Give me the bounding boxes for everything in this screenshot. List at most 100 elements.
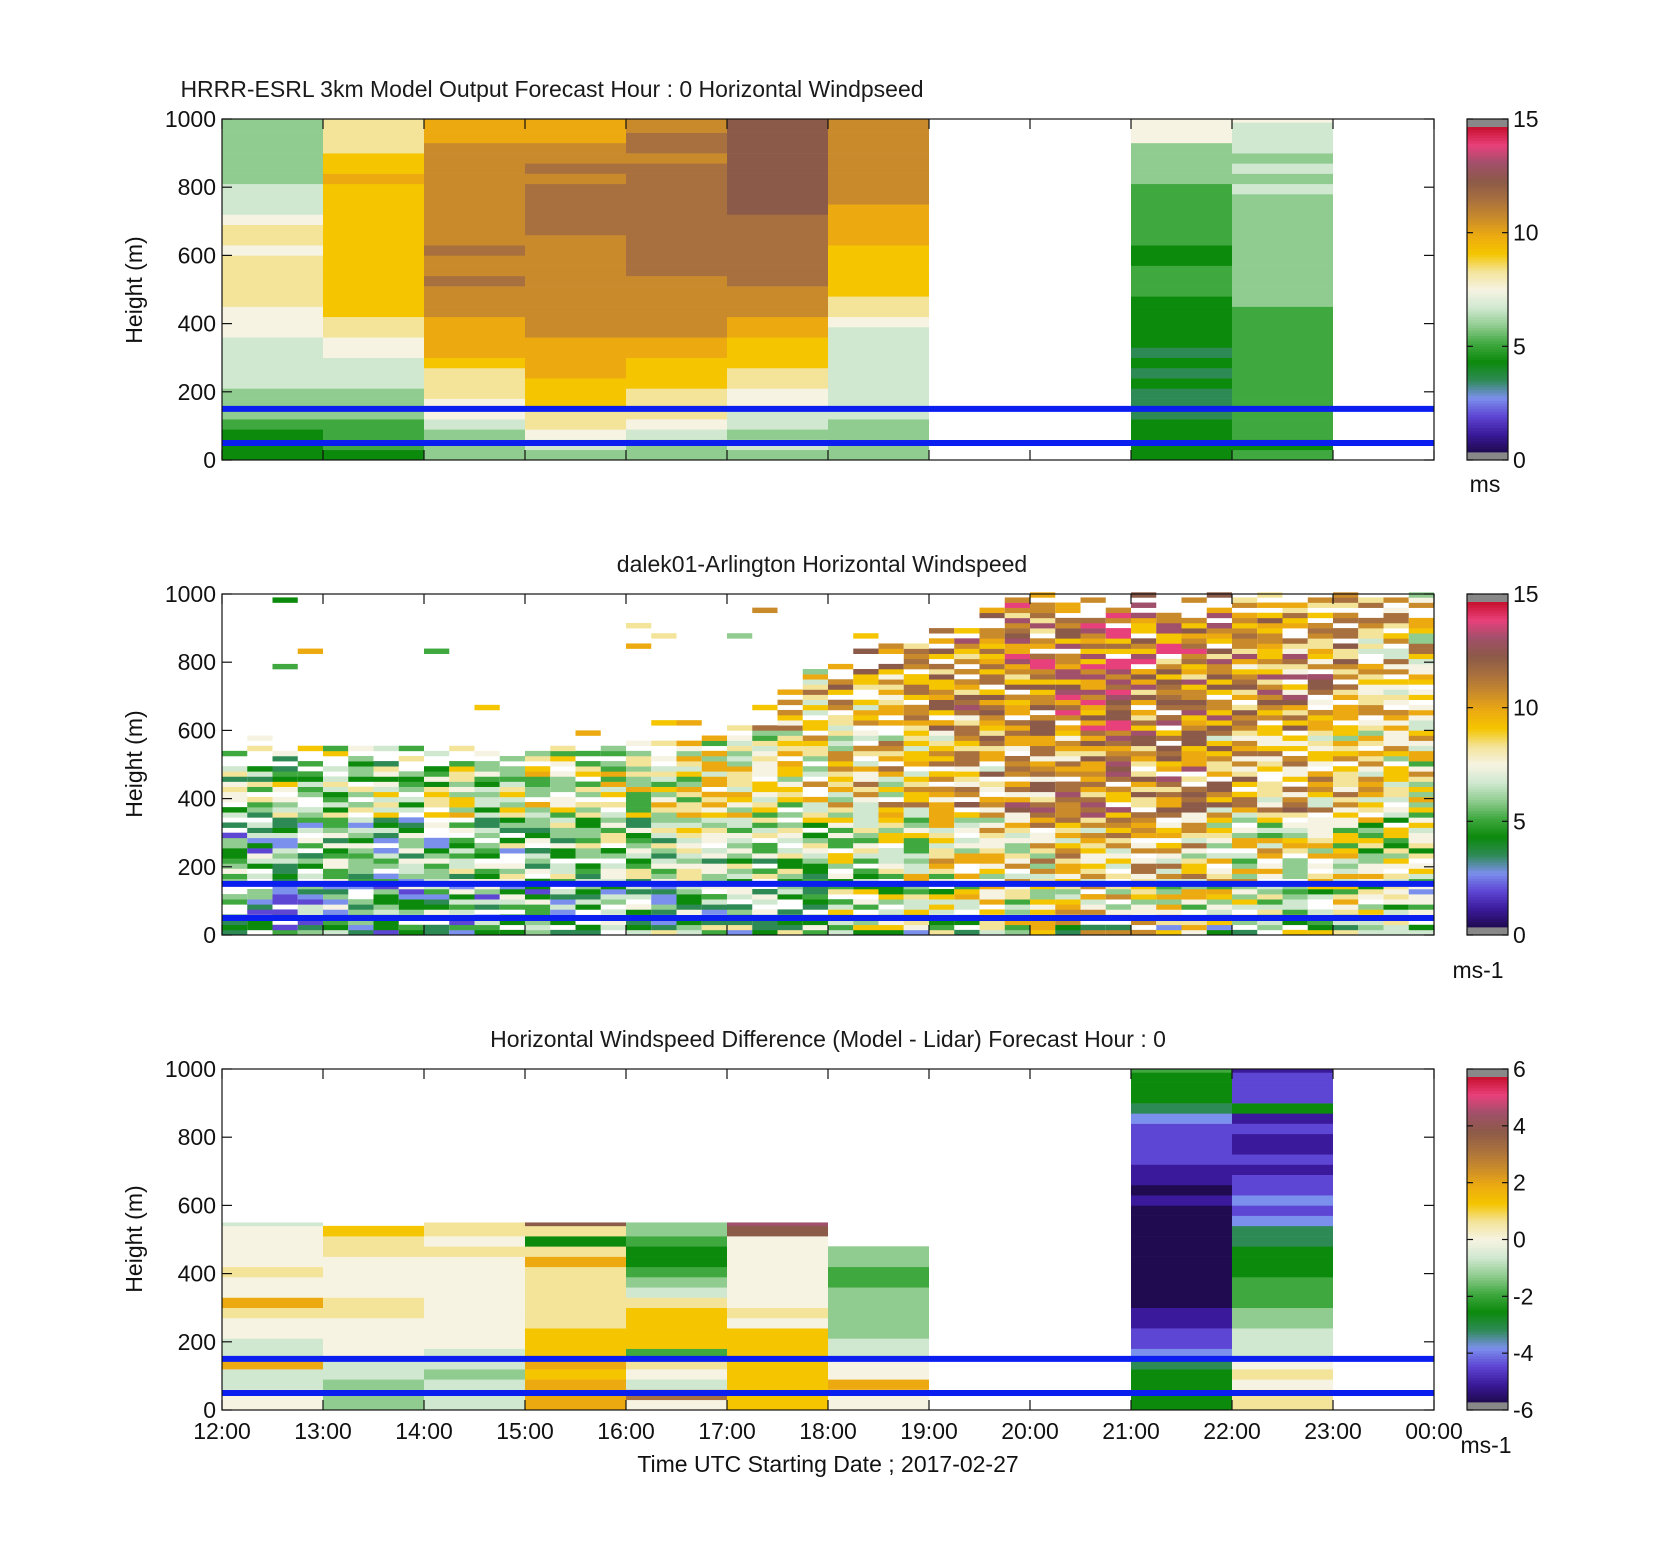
- heatmap-cell: [1055, 607, 1081, 614]
- colorbar-swatch: [1467, 637, 1508, 641]
- heatmap-cell: [1181, 919, 1207, 926]
- heatmap-cell: [1408, 694, 1434, 701]
- heatmap-cell: [1257, 894, 1283, 900]
- heatmap-cell: [1080, 802, 1106, 808]
- heatmap-cell: [727, 1236, 828, 1247]
- heatmap-cell: [1232, 1287, 1333, 1298]
- heatmap-cell: [1257, 817, 1283, 823]
- heatmap-cell: [1232, 1195, 1333, 1206]
- heatmap-cell: [1383, 842, 1409, 849]
- heatmap-cell: [247, 837, 273, 844]
- heatmap-cell: [550, 802, 576, 808]
- heatmap-cell: [1206, 622, 1232, 629]
- heatmap-cell: [853, 730, 879, 736]
- heatmap-cell: [752, 755, 778, 762]
- heatmap-cell: [701, 832, 727, 839]
- heatmap-cell: [1156, 689, 1182, 695]
- heatmap-cell: [752, 766, 778, 772]
- heatmap-cell: [272, 807, 298, 813]
- heatmap-cell: [878, 669, 904, 675]
- heatmap-cell: [1030, 750, 1056, 757]
- heatmap-cell: [525, 817, 551, 823]
- heatmap-cell: [1206, 771, 1232, 777]
- colorbar-swatch: [1467, 1133, 1508, 1137]
- heatmap-cell: [853, 802, 879, 808]
- colorbar-swatch: [1467, 265, 1508, 269]
- heatmap-cell: [1105, 735, 1131, 741]
- heatmap-cell: [424, 812, 450, 818]
- heatmap-cell: [222, 214, 323, 226]
- heatmap-cell: [954, 745, 980, 752]
- colorbar-swatch: [1467, 349, 1508, 353]
- heatmap-cell: [1232, 122, 1333, 133]
- heatmap-cell: [1408, 822, 1434, 828]
- colorbar-swatch: [1467, 1201, 1508, 1205]
- heatmap-cell: [1080, 704, 1106, 711]
- heatmap-cell: [424, 153, 525, 164]
- colorbar-swatch: [1467, 1077, 1508, 1081]
- heatmap-cell: [1131, 812, 1157, 818]
- heatmap-cell: [1131, 745, 1157, 752]
- heatmap-cell: [1156, 628, 1182, 634]
- heatmap-cell: [424, 245, 525, 256]
- heatmap-cell: [626, 791, 652, 798]
- heatmap-cell: [954, 735, 980, 741]
- heatmap-cell: [903, 663, 929, 670]
- heatmap-cell: [600, 781, 626, 787]
- colorbar-swatch: [1467, 607, 1508, 611]
- heatmap-cell: [1055, 628, 1081, 634]
- heatmap-cell: [222, 807, 248, 813]
- heatmap-cell: [575, 750, 601, 757]
- heatmap-cell: [1131, 755, 1157, 762]
- heatmap-cell: [499, 822, 525, 828]
- colorbar-swatch: [1467, 1207, 1508, 1211]
- heatmap-cell: [626, 1358, 727, 1370]
- heatmap-cell: [1232, 807, 1258, 813]
- heatmap-cell: [828, 924, 854, 931]
- colorbar-swatch: [1467, 1388, 1508, 1392]
- colorbar-swatch: [1467, 1117, 1508, 1121]
- colorbar-swatch: [1467, 259, 1508, 263]
- heatmap-cell: [525, 771, 551, 777]
- colorbar-swatch: [1467, 216, 1508, 220]
- heatmap-cell: [828, 347, 929, 358]
- heatmap-cell: [1232, 750, 1258, 757]
- heatmap-cell: [424, 873, 450, 880]
- heatmap-cell: [575, 832, 601, 839]
- heatmap-cell: [727, 224, 828, 236]
- heatmap-cell: [626, 1328, 727, 1339]
- colorbar-swatch: [1467, 1179, 1508, 1184]
- heatmap-cell: [727, 132, 828, 144]
- colorbar-swatch: [1467, 167, 1508, 171]
- heatmap-cell: [1232, 1338, 1333, 1349]
- heatmap-cell: [929, 761, 955, 767]
- heatmap-cell: [1080, 689, 1106, 695]
- heatmap-cell: [373, 817, 399, 823]
- heatmap-cell: [1232, 306, 1333, 318]
- heatmap-cell: [1080, 638, 1106, 644]
- heatmap-cell: [903, 888, 929, 895]
- heatmap-cell: [878, 699, 904, 706]
- heatmap-cell: [323, 214, 424, 226]
- heatmap-cell: [1055, 894, 1081, 900]
- heatmap-cell: [1383, 669, 1409, 675]
- heatmap-cell: [1307, 848, 1333, 854]
- heatmap-cell: [979, 827, 1005, 834]
- heatmap-cell: [1333, 817, 1359, 823]
- heatmap-cell: [828, 858, 854, 864]
- heatmap-cell: [1307, 658, 1333, 665]
- heatmap-cell: [1358, 674, 1384, 680]
- heatmap-cell: [1080, 679, 1106, 685]
- heatmap-cell: [575, 771, 601, 777]
- colorbar-swatch: [1467, 721, 1508, 725]
- heatmap-cell: [1055, 740, 1081, 747]
- heatmap-cell: [323, 899, 349, 905]
- heatmap-cell: [777, 909, 803, 915]
- heatmap-cell: [1307, 730, 1333, 736]
- colorbar-swatch: [1467, 753, 1508, 757]
- heatmap-cell: [979, 853, 1005, 859]
- heatmap-cell: [1131, 720, 1157, 726]
- heatmap-cell: [222, 771, 248, 777]
- heatmap-cell: [1257, 848, 1283, 854]
- heatmap-cell: [676, 781, 702, 787]
